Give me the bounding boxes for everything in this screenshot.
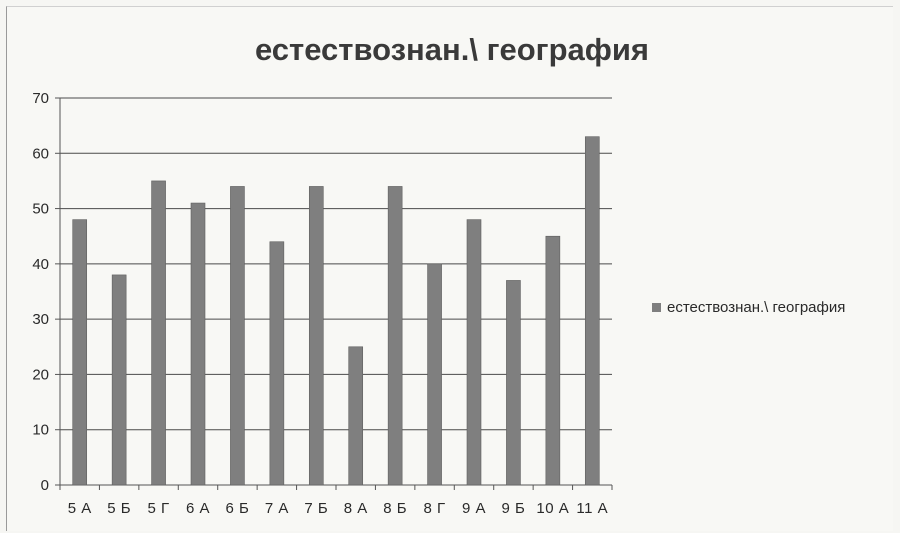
y-tick-label: 0 — [41, 477, 49, 494]
bar — [190, 202, 206, 486]
legend: естествознан.\ география — [652, 299, 845, 316]
y-tick-label: 60 — [32, 145, 49, 162]
x-tick-label: 8 Г — [424, 500, 446, 517]
bar — [545, 235, 561, 486]
x-tick-label: 6 Б — [225, 500, 249, 517]
x-tick-label: 10 А — [536, 500, 569, 517]
y-tick-label: 40 — [32, 256, 49, 273]
x-tick-label: 5 Г — [148, 500, 170, 517]
x-tick-label: 9 А — [462, 500, 486, 517]
x-tick-label: 9 Б — [501, 500, 525, 517]
x-tick-label: 7 А — [265, 500, 289, 517]
bar — [584, 136, 600, 486]
y-tick-label: 10 — [32, 422, 49, 439]
x-tick-label: 8 Б — [383, 500, 407, 517]
x-tick-label: 7 Б — [304, 500, 328, 517]
bar — [427, 263, 442, 486]
bar — [348, 346, 364, 486]
bar — [269, 241, 285, 486]
legend-label: естествознан.\ география — [667, 299, 845, 316]
x-tick-label: 11 А — [576, 500, 608, 517]
bar — [151, 180, 166, 486]
y-tick-label: 30 — [32, 311, 49, 328]
x-tick-label: 5 А — [68, 500, 92, 517]
bar — [72, 219, 88, 486]
bar — [308, 186, 324, 486]
chart-title: естествознан.\ география — [255, 32, 649, 67]
legend-swatch — [652, 303, 661, 312]
y-tick-label: 20 — [32, 366, 49, 383]
y-axis: 0 10 20 30 40 50 60 70 — [32, 90, 61, 494]
x-tick-label: 6 А — [186, 500, 210, 517]
bars — [72, 136, 600, 486]
x-tick-label: 5 Б — [107, 500, 131, 517]
bar — [387, 186, 403, 486]
x-axis: 5 А 5 Б 5 Г 6 А 6 Б 7 А 7 Б 8 А 8 Б 8 Г 9 А 9 Б 10 А… — [59, 485, 613, 517]
x-tick-label: 8 А — [344, 500, 368, 517]
gridlines — [60, 97, 612, 486]
bar — [466, 219, 482, 486]
bar — [111, 274, 127, 486]
y-tick-label: 50 — [32, 201, 49, 218]
bar — [506, 280, 521, 486]
bar — [230, 186, 245, 486]
y-tick-label: 70 — [32, 90, 49, 107]
